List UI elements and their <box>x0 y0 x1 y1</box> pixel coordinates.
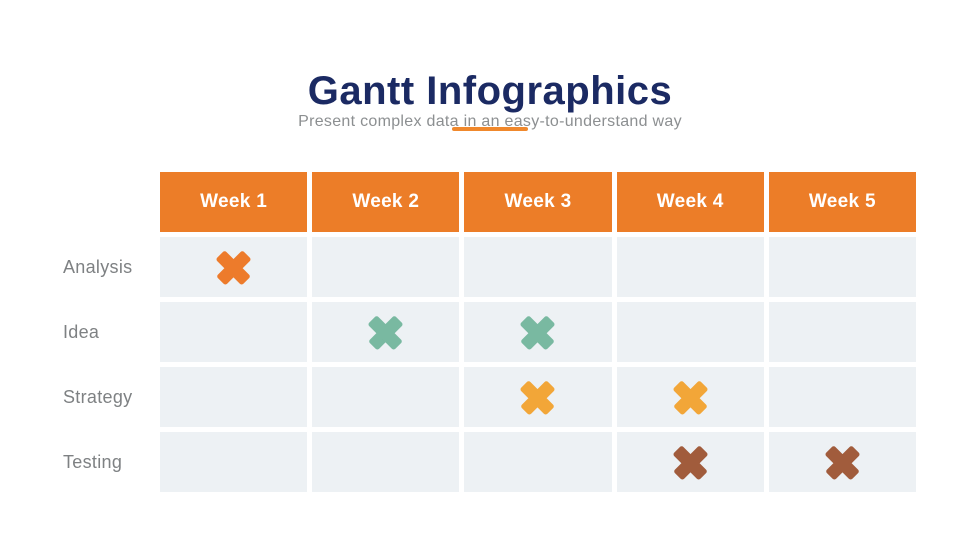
gantt-cell <box>312 367 460 427</box>
gantt-cell <box>616 237 764 297</box>
x-mark-icon <box>664 371 716 423</box>
title-divider <box>452 127 528 131</box>
gantt-cell <box>312 302 460 362</box>
x-mark-icon <box>664 436 716 488</box>
x-mark-icon <box>360 306 412 358</box>
row-label-idea: Idea <box>63 321 100 342</box>
gantt-cell <box>616 302 764 362</box>
gantt-cell <box>160 367 308 427</box>
gantt-header-row: Week 1 Week 2 Week 3 Week 4 Week 5 <box>160 172 916 232</box>
gantt-cell <box>768 432 916 492</box>
row-label-testing: Testing <box>63 451 123 472</box>
gantt-cell <box>768 237 916 297</box>
gantt-header-cell-week-2: Week 2 <box>312 172 460 232</box>
gantt-row-testing <box>160 432 916 492</box>
x-mark-icon <box>207 241 259 293</box>
gantt-header-cell-week-5: Week 5 <box>768 172 916 232</box>
gantt-header-cell-week-4: Week 4 <box>616 172 764 232</box>
x-mark-icon <box>816 436 868 488</box>
gantt-cell <box>464 237 612 297</box>
x-mark-icon <box>512 306 564 358</box>
gantt-header-cell-week-1: Week 1 <box>160 172 308 232</box>
gantt-cell <box>464 432 612 492</box>
row-label-analysis: Analysis <box>63 256 133 277</box>
gantt-row-analysis <box>160 237 916 297</box>
gantt-cell <box>464 367 612 427</box>
gantt-cell <box>160 237 308 297</box>
gantt-cell <box>768 302 916 362</box>
row-label-strategy: Strategy <box>63 386 133 407</box>
gantt-cell <box>616 432 764 492</box>
gantt-cell <box>464 302 612 362</box>
gantt-cell <box>768 367 916 427</box>
page-subtitle: Present complex data in an easy-to-under… <box>298 113 682 130</box>
gantt-header-cell-week-3: Week 3 <box>464 172 612 232</box>
gantt-cell <box>312 237 460 297</box>
gantt-cell <box>312 432 460 492</box>
gantt-table: Week 1 Week 2 Week 3 Week 4 Week 5 <box>160 172 916 497</box>
row-labels: Analysis Idea Strategy Testing <box>63 237 158 497</box>
gantt-cell <box>160 302 308 362</box>
gantt-row-idea <box>160 302 916 362</box>
x-mark-icon <box>512 371 564 423</box>
page-title: Gantt Infographics <box>307 68 673 113</box>
gantt-row-strategy <box>160 367 916 427</box>
gantt-grid <box>160 237 916 492</box>
gantt-cell <box>160 432 308 492</box>
gantt-cell <box>616 367 764 427</box>
